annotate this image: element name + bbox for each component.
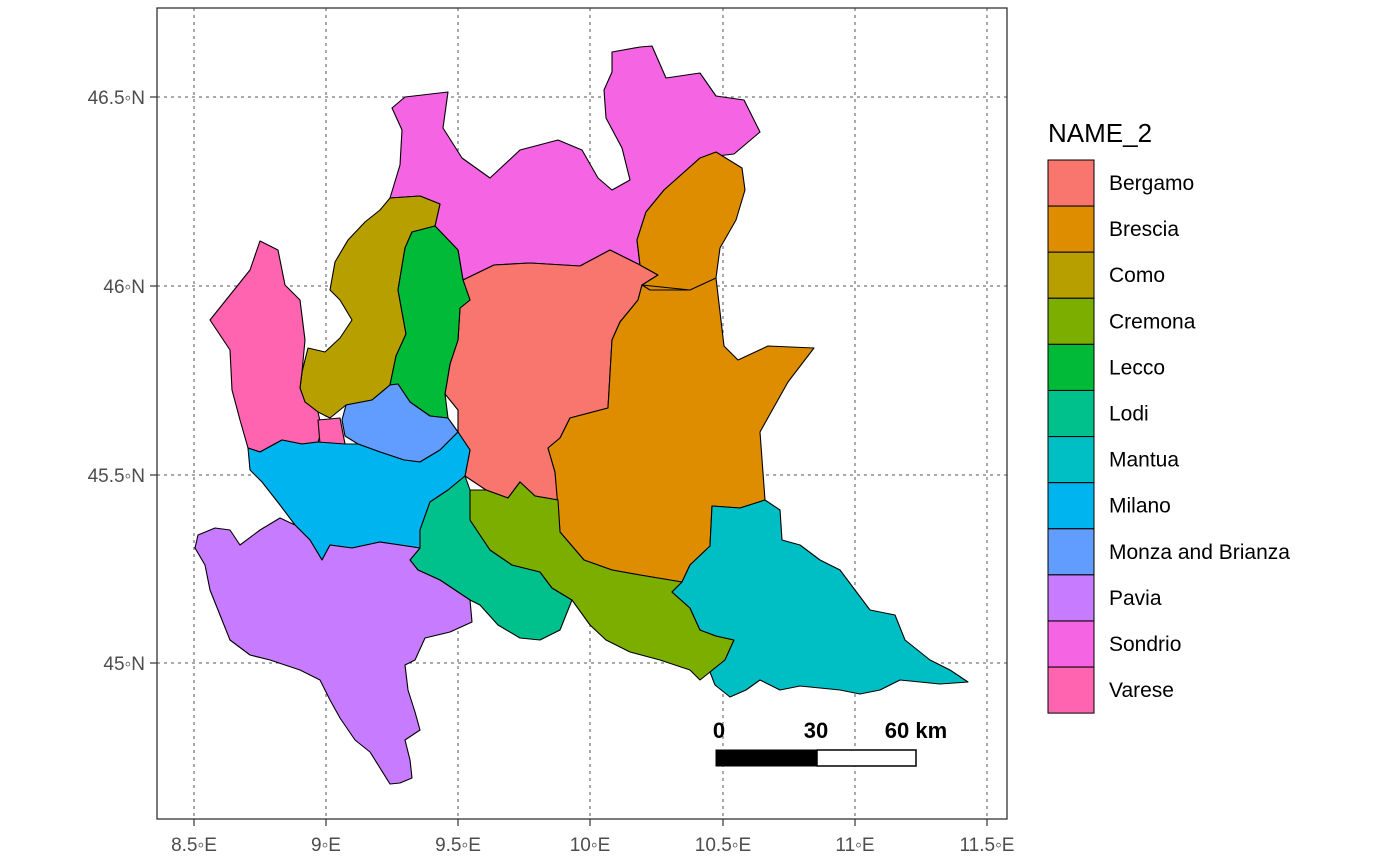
axis-ticks <box>150 96 988 826</box>
legend-swatch <box>1047 297 1095 345</box>
legend-swatch <box>1047 205 1095 253</box>
legend-swatch <box>1047 436 1095 484</box>
panel-border <box>156 7 1008 820</box>
x-tick-label: 11.5◦E <box>960 835 1015 856</box>
y-axis-labels: 46.5◦N 46◦N 45.5◦N 45◦N <box>88 88 145 675</box>
legend-label: Mantua <box>1109 449 1179 472</box>
provinces <box>194 45 969 785</box>
legend-label: Brescia <box>1109 218 1179 241</box>
x-axis-labels: 8.5◦E 9◦E 9.5◦E 10◦E 10.5◦E 11◦E 11.5◦E <box>171 835 1014 856</box>
legend-swatch <box>1047 666 1095 714</box>
legend-swatch <box>1047 620 1095 668</box>
x-tick-label: 10◦E <box>570 835 611 856</box>
legend: NAME_2 Bergamo Brescia Como Cremona Lecco Lod… <box>1047 118 1290 714</box>
legend-swatch <box>1047 390 1095 437</box>
y-tick-label: 45.5◦N <box>88 466 145 487</box>
x-tick-label: 9◦E <box>311 835 341 856</box>
legend-label: Varese <box>1109 679 1174 702</box>
legend-title: NAME_2 <box>1048 118 1152 148</box>
scale-bar: 0 30 60 km <box>713 718 947 767</box>
y-tick-label: 46◦N <box>103 277 145 298</box>
scale-bar-white-segment <box>816 749 917 767</box>
legend-swatch <box>1047 343 1095 391</box>
scale-label-30: 30 <box>804 718 828 743</box>
y-tick-label: 46.5◦N <box>88 88 145 109</box>
legend-label: Pavia <box>1109 587 1162 610</box>
region-varese-piece[interactable] <box>317 417 346 445</box>
legend-swatch <box>1047 251 1095 299</box>
y-tick-label: 45◦N <box>103 654 145 675</box>
legend-swatch <box>1047 528 1095 576</box>
legend-swatch <box>1047 574 1095 622</box>
legend-label: Monza and Brianza <box>1109 541 1290 564</box>
legend-label: Bergamo <box>1109 172 1194 195</box>
scale-label-60: 60 km <box>885 718 947 743</box>
legend-label: Lecco <box>1109 356 1165 379</box>
x-tick-label: 11◦E <box>835 835 874 856</box>
legend-items: Bergamo Brescia Como Cremona Lecco Lodi Mantua… <box>1047 159 1290 714</box>
region-pavia[interactable] <box>194 517 473 785</box>
x-tick-label: 9.5◦E <box>435 835 481 856</box>
legend-swatch <box>1047 482 1095 530</box>
legend-label: Cremona <box>1109 310 1196 333</box>
legend-label: Lodi <box>1109 403 1149 426</box>
scale-bar-black-segment <box>715 749 818 767</box>
x-tick-label: 10.5◦E <box>695 835 751 856</box>
legend-label: Sondrio <box>1109 633 1181 656</box>
x-tick-label: 8.5◦E <box>171 835 217 856</box>
legend-label: Milano <box>1109 495 1171 518</box>
legend-swatch <box>1047 159 1095 207</box>
legend-label: Como <box>1109 264 1165 287</box>
scale-label-0: 0 <box>713 718 725 743</box>
region-mantua[interactable] <box>671 499 969 698</box>
